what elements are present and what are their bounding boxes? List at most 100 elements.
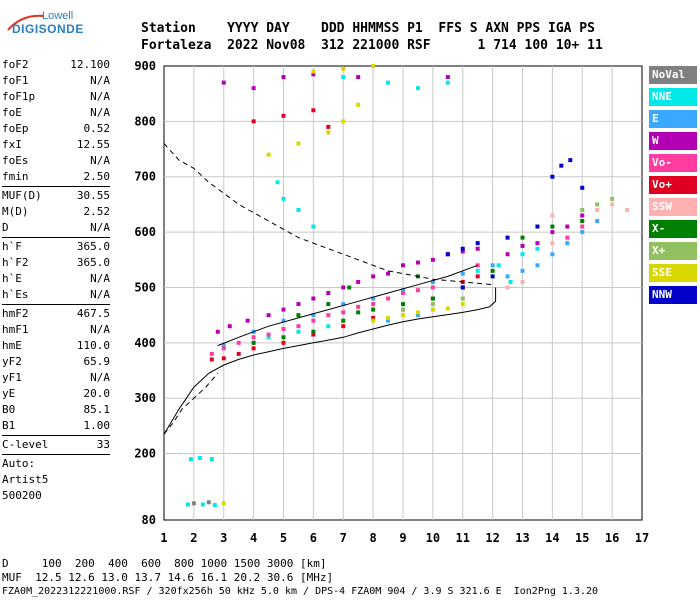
echo-point [281,75,286,80]
param-value: N/A [90,106,110,119]
y-tick-label: 800 [134,114,156,128]
legend-item: W [649,132,697,150]
param-row: h`E N/A [2,272,110,288]
echo-point [296,302,301,307]
param-separator [2,435,110,436]
station-header: Station YYYY DAY DDD HHMMSS P1 FFS S AXN… [141,20,603,54]
x-tick-label: 7 [340,531,347,545]
footer: D 100 200 400 600 800 1000 1500 3000 [km… [2,557,598,599]
y-tick-label: 500 [134,280,156,294]
echo-point [520,279,525,284]
param-value: 85.1 [83,403,111,416]
param-row: foF1p N/A [2,90,110,106]
echo-point [311,69,316,74]
echo-point [386,315,391,320]
echo-point [475,241,480,246]
echo-point [296,313,301,318]
y-tick-label: 900 [134,59,156,73]
echo-point [212,503,217,508]
echo-point [371,296,376,301]
echo-point [371,318,376,323]
echo-point [580,224,585,229]
x-tick-label: 8 [370,531,377,545]
logo-line1: Lowell [42,10,74,22]
logo-line2: DIGISONDE [12,22,84,36]
legend-item: SSW [649,198,697,216]
legend-item: E [649,110,697,128]
echo-point [386,80,391,85]
echo-point [490,268,495,273]
echo-point [326,313,331,318]
echo-point [490,274,495,279]
param-key: yE [2,387,16,400]
footer-distance-row: D 100 200 400 600 800 1000 1500 3000 [km… [2,557,327,570]
profile-dashed-lower [163,372,219,435]
echo-point [371,315,376,320]
echo-point [221,346,226,351]
footer-file-info: FZA0M_2022312221000.RSF / 320fx256h 50 k… [2,586,599,597]
echo-point [460,249,465,254]
echo-point [347,285,352,290]
param-value: N/A [90,272,110,285]
echo-point [311,318,316,323]
echo-point [281,335,286,340]
echo-point [191,501,196,506]
echo-point [460,285,465,290]
echo-point [565,235,570,240]
legend-item: SSE [649,264,697,282]
param-value: N/A [90,74,110,87]
param-value: N/A [90,323,110,336]
echo-point [505,274,510,279]
param-value: N/A [90,90,110,103]
param-value: 365.0 [76,256,110,269]
echo-point [460,296,465,301]
legend-item: X- [649,220,697,238]
param-key: yF2 [2,355,22,368]
echo-point [565,241,570,246]
echo-point [236,340,241,345]
echo-point [356,102,361,107]
x-tick-label: 10 [426,531,440,545]
echo-point [401,307,405,312]
echo-point [200,502,205,507]
echo-point [550,224,555,229]
echo-point [520,268,525,273]
param-key: foF1p [2,90,36,103]
echo-point [206,500,211,505]
echo-point [188,457,193,462]
x-tick-label: 5 [280,531,287,545]
echo-point [610,202,615,207]
param-row: D N/A [2,221,110,237]
param-separator [2,454,110,455]
x-tick-label: 1 [160,531,167,545]
param-row: B0 85.1 [2,403,110,419]
echo-point [535,263,540,268]
echo-point [311,224,316,229]
trace-solid-middle [217,264,478,347]
echo-point [550,241,555,246]
param-key: h`F2 [2,256,29,269]
param-row: M(D) 2.52 [2,205,110,221]
echo-point [371,307,376,312]
echo-point [460,302,465,307]
echo-point [371,64,376,68]
autoscale-text: 500200 [2,489,42,502]
echo-point [341,324,346,329]
parameter-panel: foF2 12.100 foF1 N/A foF1p N/A foE N/A foEp 0.52 f… [2,58,110,505]
x-tick-label: 13 [515,531,529,545]
param-key: foE [2,106,22,119]
echo-point [341,119,346,124]
echo-point [326,130,331,135]
param-value: 467.5 [76,307,110,320]
x-tick-label: 9 [399,531,406,545]
param-separator [2,304,110,305]
echo-point [580,219,585,224]
echo-point [236,351,241,356]
y-tick-label: 600 [134,225,156,239]
echo-point [266,152,271,157]
echo-point [550,252,555,257]
echo-point [209,357,214,362]
param-row: foF2 12.100 [2,58,110,74]
echo-point [565,224,570,229]
echo-point [356,279,361,284]
